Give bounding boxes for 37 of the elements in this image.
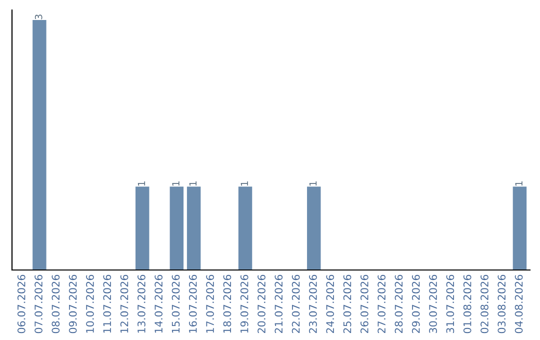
x-tick-label: 29.07.2026 — [412, 274, 420, 334]
x-tick-label: 23.07.2026 — [309, 274, 317, 334]
x-tick-label: 17.07.2026 — [206, 274, 214, 333]
data-label: 1 — [240, 181, 248, 186]
x-tick-label: 01.08.2026 — [463, 274, 472, 334]
x-tick-label: 04.08.2026 — [514, 274, 523, 334]
x-tick-label: 26.07.2026 — [360, 274, 368, 334]
x-tick-label: 19.07.2026 — [240, 274, 248, 333]
x-tick-label: 07.07.2026 — [34, 274, 42, 334]
x-tick-label: 28.07.2026 — [394, 274, 403, 334]
x-tick-label: 15.07.2026 — [172, 274, 180, 333]
x-tick-label: 14.07.2026 — [154, 274, 163, 333]
x-tick-label: 24.07.2026 — [326, 274, 334, 334]
x-tick-label: 21.07.2026 — [274, 274, 283, 334]
data-label: 3 — [34, 14, 42, 20]
x-tick-label: 22.07.2026 — [292, 274, 300, 334]
x-tick-label: 16.07.2026 — [188, 274, 197, 333]
data-label: 1 — [189, 181, 196, 186]
x-tick-label: 12.07.2026 — [120, 274, 128, 333]
x-tick-label: 10.07.2026 — [86, 274, 94, 333]
x-tick-label: 18.07.2026 — [223, 274, 232, 333]
x-tick-label: 20.07.2026 — [258, 274, 266, 334]
x-tick-label: 08.07.2026 — [52, 274, 60, 334]
x-tick-label: 02.08.2026 — [480, 274, 488, 334]
x-tick-label: 09.07.2026 — [68, 274, 77, 334]
data-label: 1 — [138, 181, 146, 186]
x-tick-label: 06.07.2026 — [17, 274, 26, 334]
x-tick-label: 31.07.2026 — [446, 274, 454, 334]
x-tick-label: 03.08.2026 — [498, 274, 506, 334]
x-tick-label: 25.07.2026 — [343, 274, 352, 334]
x-tick-label: 27.07.2026 — [378, 274, 386, 334]
data-label: 1 — [309, 181, 317, 186]
x-tick-label: 30.07.2026 — [429, 274, 437, 334]
data-label: 1 — [172, 181, 180, 186]
x-tick-label: 13.07.2026 — [138, 274, 146, 333]
x-tick-label: 11.07.2026 — [103, 274, 112, 333]
data-label: 1 — [515, 181, 522, 186]
